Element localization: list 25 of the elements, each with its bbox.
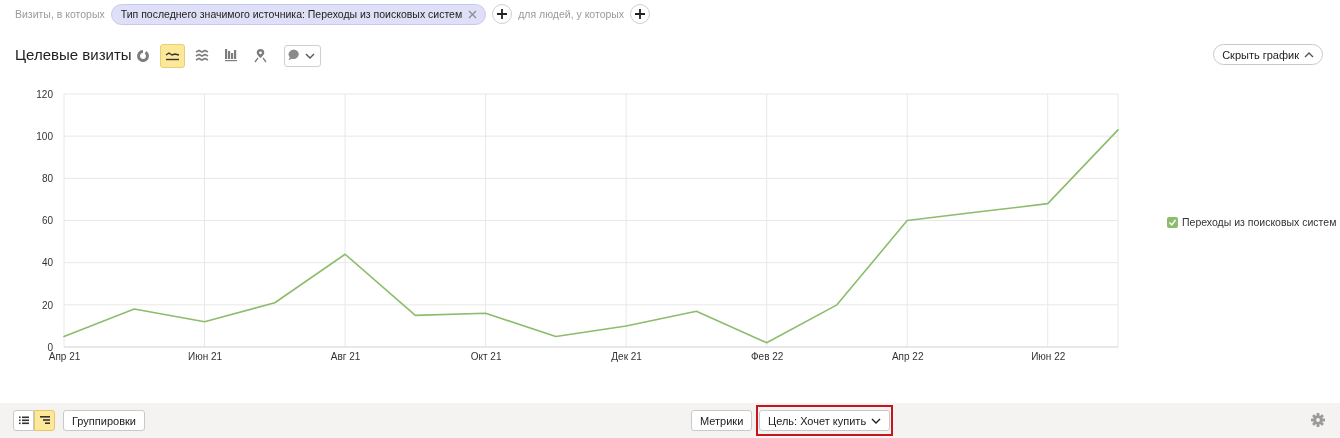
y-tick-label: 0 [47,341,54,353]
text: для людей, у которых [518,8,625,20]
metrics-button: Метрики [691,410,753,431]
y-tick-label: 20 [41,299,54,311]
y-tick-label: 80 [41,173,54,185]
x-tick-label: Авг 21 [330,351,361,363]
x-tick-label: Июн 21 [187,351,223,363]
y-tick-label: 100 [36,130,54,142]
filter-chip: Тип последнего значимого источника: Переходы из поисковых систем [110,3,487,25]
hide-chart-button: Скрыть график [1213,44,1323,65]
text: Визиты, в которых [15,8,105,20]
line-series [63,129,1119,344]
x-tick-label: Окт 21 [470,351,502,363]
x-tick-label: Апр 21 [48,351,81,363]
x-tick-label: Апр 22 [891,351,924,363]
x-tick-label: Фев 22 [750,351,784,363]
y-tick-label: 40 [41,257,54,269]
y-tick-label: 60 [41,215,54,227]
goal-button: Цель: Хочет купить [759,410,891,431]
chart-title: Целевые визиты [15,46,132,63]
groupings-button: Группировки [63,410,145,431]
x-tick-label: Дек 21 [611,351,643,363]
y-tick-label: 120 [36,88,54,100]
x-tick-label: Июн 22 [1031,351,1066,363]
legend-label: Переходы из поисковых систем [1182,216,1337,229]
